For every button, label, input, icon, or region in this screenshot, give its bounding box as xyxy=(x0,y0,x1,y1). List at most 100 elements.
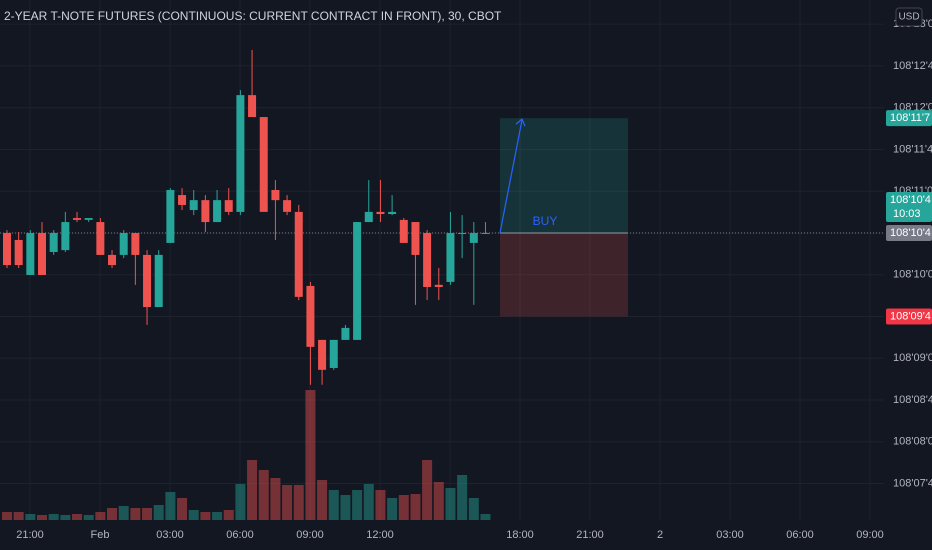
candle-layer xyxy=(3,49,490,385)
price-tag-label: 108'09'4 xyxy=(890,310,931,322)
y-tick-label: 108'09'0 xyxy=(893,352,932,364)
candle-body xyxy=(353,222,362,340)
target-zone xyxy=(500,118,628,233)
y-tick-label: 108'07'4 xyxy=(893,477,932,489)
volume-bar xyxy=(153,505,164,520)
candle-body xyxy=(259,117,268,212)
volume-bar xyxy=(398,495,409,520)
candle-body xyxy=(61,222,70,251)
y-tick-label: 108'08'0 xyxy=(893,436,932,448)
volume-bar xyxy=(340,495,351,520)
volume-bar xyxy=(468,498,479,520)
x-tick-label: 09:00 xyxy=(296,529,324,541)
last-price-tag xyxy=(886,191,932,222)
currency-box[interactable] xyxy=(895,7,923,27)
volume-bar xyxy=(107,508,118,520)
x-tick-label: 03:00 xyxy=(716,529,744,541)
candle-body xyxy=(73,218,82,220)
candle-body xyxy=(388,211,397,215)
candle-body xyxy=(271,189,280,201)
price-axis: 21:00 Feb 03:00 06:00 09:00 12:00 18:00 21:00 2 0… xyxy=(16,7,932,541)
candle-body xyxy=(469,233,478,243)
volume-bar xyxy=(223,510,234,520)
volume-bar xyxy=(2,512,12,520)
y-tick-label: 108'08'4 xyxy=(893,394,932,406)
volume-bar xyxy=(258,470,269,520)
price-tag xyxy=(886,224,932,241)
candle-body xyxy=(166,189,175,243)
candle-body xyxy=(49,233,58,252)
volume-bar xyxy=(37,515,48,520)
volume-bar xyxy=(387,498,398,520)
candle-body xyxy=(376,211,385,215)
candle-body xyxy=(318,339,327,370)
candle-body xyxy=(131,233,140,255)
volume-bar xyxy=(165,492,176,520)
candle-body xyxy=(154,254,163,308)
volume-bar xyxy=(188,510,199,520)
candle-body xyxy=(213,200,222,223)
x-tick-label: 03:00 xyxy=(156,529,184,541)
volume-bar xyxy=(352,490,363,520)
candle-body xyxy=(96,222,105,255)
volume-bar xyxy=(375,490,386,520)
volume-bar xyxy=(95,512,106,520)
volume-bar xyxy=(118,506,129,520)
price-tag xyxy=(886,308,932,325)
candle-body xyxy=(143,254,152,308)
countdown-label: 10:03 xyxy=(893,208,921,220)
volume-bar xyxy=(422,460,433,520)
volume-bar xyxy=(25,514,36,520)
volume-bar xyxy=(363,484,374,520)
volume-bar xyxy=(212,512,223,520)
candle-body xyxy=(399,219,408,243)
volume-bar xyxy=(305,390,316,520)
candle-body xyxy=(201,200,210,223)
candle-body xyxy=(3,233,11,266)
last-price-label: 108'10'4 xyxy=(890,194,931,206)
volume-bar xyxy=(83,515,94,520)
x-tick-label: 06:00 xyxy=(786,529,814,541)
position-layer: BUY xyxy=(0,118,884,317)
x-tick-label: Feb xyxy=(91,529,110,541)
y-tick-label: 108'12'4 xyxy=(893,60,932,72)
y-tick-label: 108'10'0 xyxy=(893,269,932,281)
candle-body xyxy=(306,285,315,347)
x-tick-label: 21:00 xyxy=(576,529,604,541)
x-tick-label: 06:00 xyxy=(226,529,254,541)
volume-bar xyxy=(433,482,444,520)
volume-layer xyxy=(2,390,491,520)
candle-body xyxy=(248,95,257,118)
candle-body xyxy=(329,339,338,368)
volume-bar xyxy=(270,478,281,520)
price-tag-label: 108'10'4 xyxy=(890,227,931,239)
candle-body xyxy=(108,254,117,266)
candle-body xyxy=(364,211,373,223)
grid xyxy=(0,0,884,520)
volume-bar xyxy=(177,498,188,520)
x-tick-label: 09:00 xyxy=(856,529,884,541)
volume-bar xyxy=(445,488,456,520)
candle-body xyxy=(411,222,420,255)
volume-bar xyxy=(457,475,468,520)
volume-bar xyxy=(317,480,328,520)
volume-bar xyxy=(72,514,83,520)
y-tick-label: 108'11'4 xyxy=(893,143,932,155)
volume-bar xyxy=(235,484,246,520)
volume-bar xyxy=(48,514,59,520)
candle-body xyxy=(434,284,443,287)
candle-body xyxy=(189,200,198,211)
volume-bar xyxy=(282,485,293,520)
candle-body xyxy=(26,233,35,275)
arrow-head xyxy=(515,118,526,127)
candle-body xyxy=(14,239,23,266)
candle-body xyxy=(178,195,187,205)
x-tick-label: 18:00 xyxy=(506,529,534,541)
volume-bar xyxy=(13,512,24,520)
candle-body xyxy=(84,218,93,220)
volume-bar xyxy=(142,508,153,520)
volume-bar xyxy=(480,514,491,520)
candle-body xyxy=(294,211,303,297)
